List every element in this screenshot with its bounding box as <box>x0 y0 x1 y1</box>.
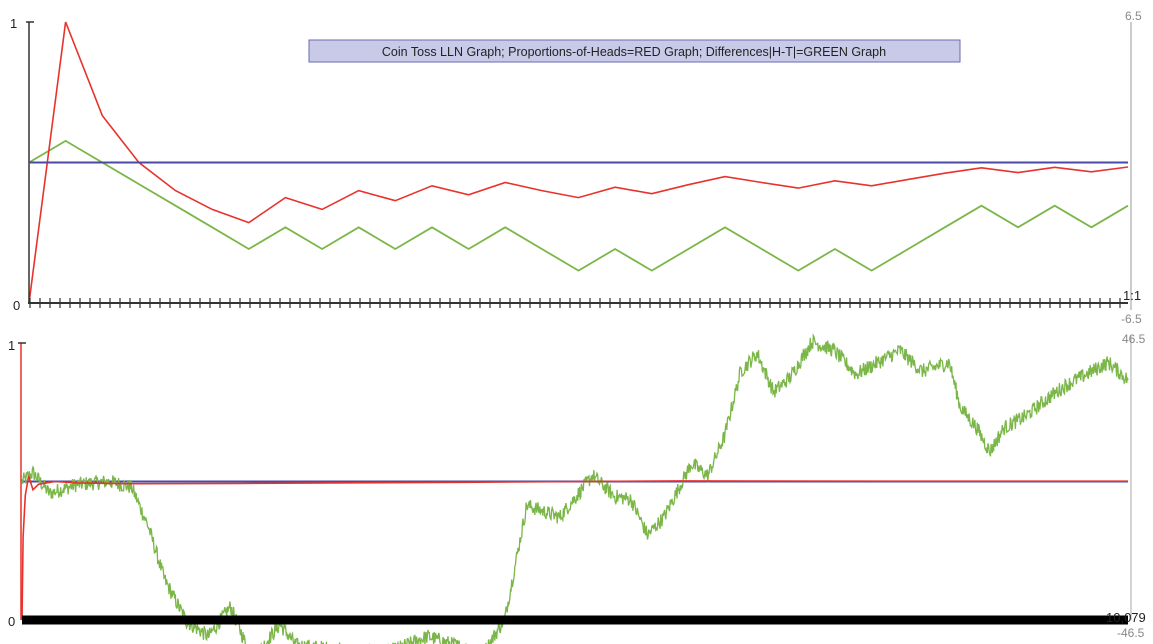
top-left-axis-min-label: 0 <box>13 298 20 313</box>
top-x-end-label: 1:1 <box>1123 288 1141 303</box>
bottom-left-axis-max-label: 1 <box>8 338 15 353</box>
bottom-right-axis-bottom-label: -46.5 <box>1117 626 1145 640</box>
top-red-series-group <box>28 21 1129 304</box>
bottom-green-series-group <box>21 333 1129 644</box>
bottom-plot-area <box>21 333 1129 644</box>
chart-title: Coin Toss LLN Graph; Proportions-of-Head… <box>382 45 886 59</box>
top-red-proportion-line <box>28 21 1129 304</box>
top-green-difference-line <box>28 139 1129 272</box>
top-right-axis-top-label: 6.5 <box>1125 9 1142 23</box>
chart-title-box <box>308 39 961 63</box>
top-chart-panel: 1 0 6.5 -6.5 1:1 Coin Toss LLN Graph; Pr… <box>10 9 1142 326</box>
bottom-chart-panel: 1 0 46.5 -46.5 10,079 <box>8 332 1146 644</box>
bottom-left-axis-min-label: 0 <box>8 614 15 629</box>
top-green-series-group <box>28 139 1129 272</box>
top-left-axis-max-label: 1 <box>10 16 17 31</box>
top-plot-area <box>28 21 1129 304</box>
top-right-axis-bottom-label: -6.5 <box>1121 312 1142 326</box>
bottom-green-difference-line <box>21 333 1129 644</box>
bottom-red-proportion-line <box>21 475 1128 621</box>
bottom-right-axis-top-label: 46.5 <box>1122 332 1146 346</box>
bottom-red-series-group <box>21 475 1128 621</box>
bottom-x-end-label: 10,079 <box>1106 610 1146 625</box>
